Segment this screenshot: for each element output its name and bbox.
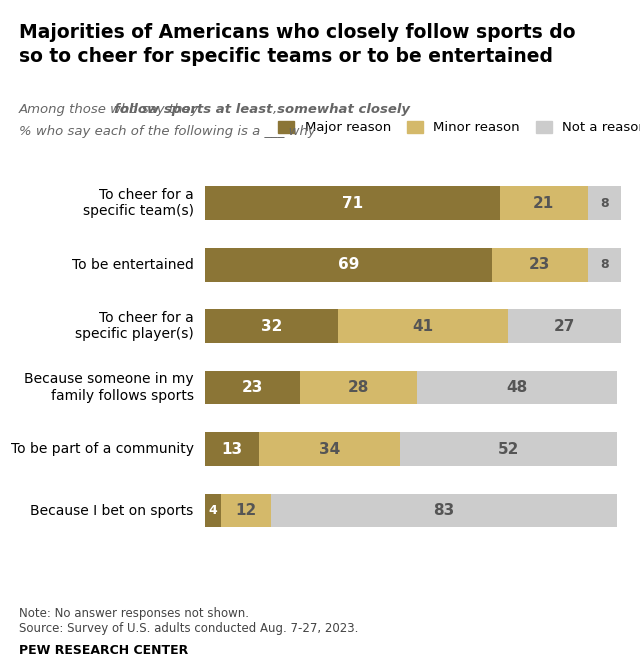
Text: 69: 69 — [338, 257, 359, 272]
Bar — [588, 247, 621, 281]
Text: Note: No answer responses not shown.
Source: Survey of U.S. adults conducted Aug: Note: No answer responses not shown. Sou… — [19, 607, 358, 635]
Text: 8: 8 — [600, 258, 609, 271]
Text: 23: 23 — [242, 380, 263, 395]
Bar — [221, 494, 271, 528]
Legend: Major reason, Minor reason, Not a reason: Major reason, Minor reason, Not a reason — [273, 115, 640, 139]
Text: 41: 41 — [413, 319, 434, 334]
Text: PEW RESEARCH CENTER: PEW RESEARCH CENTER — [19, 644, 188, 656]
Text: 27: 27 — [554, 319, 575, 334]
Text: follow sports at least somewhat closely: follow sports at least somewhat closely — [114, 103, 410, 116]
Text: 4: 4 — [209, 504, 218, 517]
Bar — [500, 186, 588, 220]
Bar — [401, 432, 616, 466]
Text: 52: 52 — [498, 442, 519, 457]
Bar — [205, 371, 301, 404]
Text: 23: 23 — [529, 257, 550, 272]
Text: 34: 34 — [319, 442, 340, 457]
Bar — [205, 247, 492, 281]
Bar — [205, 309, 338, 343]
Text: ,: , — [273, 103, 277, 116]
Bar — [205, 432, 259, 466]
Text: Among those who say they: Among those who say they — [19, 103, 204, 116]
Bar — [508, 309, 621, 343]
Text: 13: 13 — [221, 442, 243, 457]
Bar — [588, 186, 621, 220]
Bar — [301, 371, 417, 404]
Text: Majorities of Americans who closely follow sports do
so to cheer for specific te: Majorities of Americans who closely foll… — [19, 23, 576, 66]
Text: 21: 21 — [533, 195, 554, 211]
Bar — [205, 494, 221, 528]
Text: 12: 12 — [236, 503, 257, 518]
Bar — [205, 186, 500, 220]
Text: 48: 48 — [506, 380, 527, 395]
Bar — [417, 371, 616, 404]
Bar — [271, 494, 616, 528]
Text: 8: 8 — [600, 197, 609, 209]
Text: 28: 28 — [348, 380, 369, 395]
Text: % who say each of the following is a ___ why: % who say each of the following is a ___… — [19, 125, 316, 137]
Bar — [492, 247, 588, 281]
Text: 71: 71 — [342, 195, 363, 211]
Text: 32: 32 — [260, 319, 282, 334]
Text: 83: 83 — [433, 503, 454, 518]
Bar — [338, 309, 508, 343]
Bar — [259, 432, 401, 466]
